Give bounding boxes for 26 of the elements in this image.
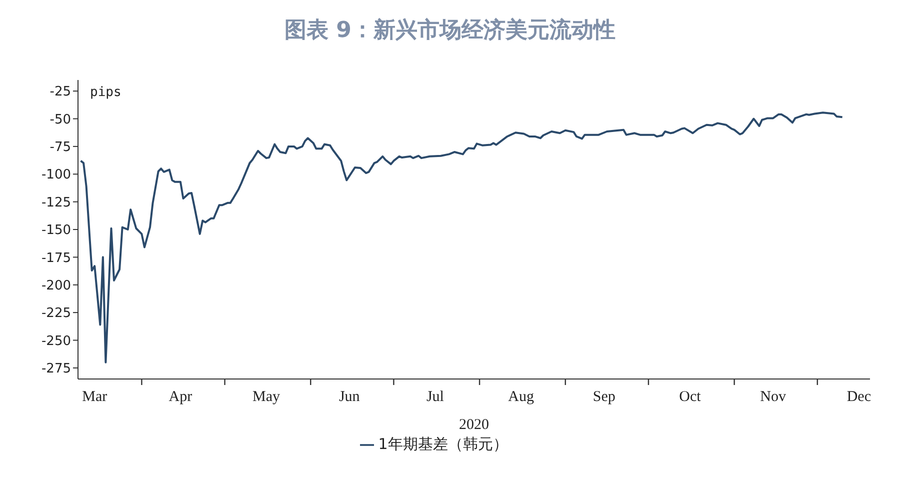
y-tick-label: -175 <box>41 250 71 266</box>
y-tick-label: -75 <box>50 140 71 156</box>
x-tick-label: Jul <box>426 389 444 405</box>
y-axis-title: pips <box>90 85 122 100</box>
x-tick-label: Apr <box>168 389 192 405</box>
y-tick-label: -200 <box>41 278 71 294</box>
y-tick-label: -125 <box>41 195 71 210</box>
line-series <box>80 112 844 364</box>
x-tick-label: Dec <box>846 389 872 405</box>
x-tick-label: Nov <box>760 389 786 405</box>
y-tick-label: -275 <box>41 362 71 377</box>
y-tick-label: -100 <box>41 168 71 183</box>
y-tick-label: -150 <box>41 223 71 238</box>
x-tick-label: May <box>252 389 281 405</box>
x-tick-label: Oct <box>679 389 702 405</box>
x-tick-label: Sep <box>592 389 616 405</box>
y-tick-label: -25 <box>50 84 71 100</box>
legend-label: 1年期基差（韩元） <box>378 435 508 453</box>
chart-title: 图表 9：新兴市场经济美元流动性 <box>284 16 616 45</box>
x-tick-label: Mar <box>82 389 108 405</box>
y-tick-label: -50 <box>50 112 71 128</box>
x-axis-title: 2020 <box>459 417 489 433</box>
y-tick-label: -250 <box>41 334 71 349</box>
x-tick-label: Jun <box>338 389 360 405</box>
y-tick-label: -225 <box>41 306 71 322</box>
x-tick-label: Aug <box>508 389 534 405</box>
